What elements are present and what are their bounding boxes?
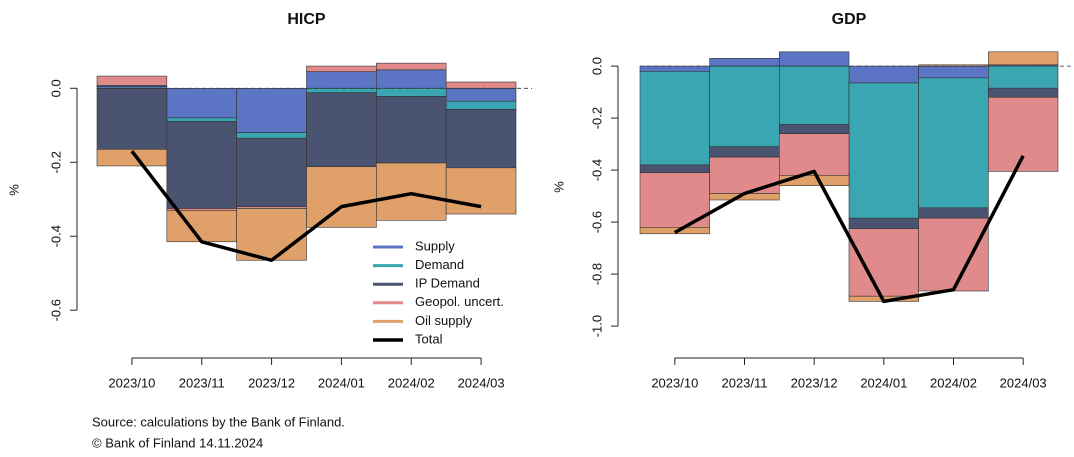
bar-segment xyxy=(306,166,377,228)
x-tick-label: 2023/10 xyxy=(108,375,155,390)
bar-segment xyxy=(988,65,1059,89)
bar-segment xyxy=(848,228,919,297)
bar-segment xyxy=(306,87,377,94)
bar-segment xyxy=(445,87,517,102)
bar-segment xyxy=(166,117,237,122)
x-tick-label: 2024/03 xyxy=(458,375,505,390)
bar-segment xyxy=(709,57,780,67)
x-tick-label: 2023/11 xyxy=(721,375,767,390)
y-tick-label: -1.0 xyxy=(589,315,604,337)
bar-segment xyxy=(306,65,377,72)
bar-segment xyxy=(779,51,850,67)
bar-segment xyxy=(918,217,989,292)
bar-segment xyxy=(166,121,237,209)
y-axis-label: % xyxy=(6,184,21,196)
y-tick-label: -0.4 xyxy=(48,225,63,247)
x-tick-label: 2024/02 xyxy=(388,375,435,390)
legend-label: Supply xyxy=(415,238,455,253)
bar-segment xyxy=(709,146,780,158)
y-axis-label: % xyxy=(551,181,566,193)
legend-label: Oil supply xyxy=(415,313,473,328)
bar-segment xyxy=(306,71,377,89)
x-tick-label: 2024/01 xyxy=(860,375,907,390)
source-note: Source: calculations by the Bank of Finl… xyxy=(92,414,345,429)
bar-segment xyxy=(709,156,780,194)
bar-segment xyxy=(376,69,447,89)
y-tick-label: 0.0 xyxy=(589,57,604,75)
x-tick-label: 2024/02 xyxy=(930,375,977,390)
bar-segment xyxy=(779,175,850,187)
x-tick-label: 2024/01 xyxy=(318,375,365,390)
y-tick-label: -0.2 xyxy=(589,107,604,129)
bar-segment xyxy=(639,164,710,173)
bar-segment xyxy=(96,149,168,167)
bar-segment xyxy=(918,65,989,79)
chart-title: HICP xyxy=(287,11,326,28)
y-tick-label: -0.6 xyxy=(48,299,63,321)
x-tick-label: 2023/10 xyxy=(651,375,698,390)
total-line xyxy=(130,150,482,263)
bar-segment xyxy=(376,87,447,97)
bar-segment xyxy=(236,87,307,133)
bar-segment xyxy=(988,97,1059,172)
bar-segment xyxy=(376,62,447,71)
bar-segment xyxy=(639,71,710,166)
bar-segment xyxy=(918,207,989,219)
bar-segment xyxy=(96,75,168,86)
bar-segment xyxy=(779,133,850,176)
bar-segment xyxy=(166,210,237,243)
x-tick-label: 2024/03 xyxy=(1000,375,1047,390)
bar-segment xyxy=(988,87,1059,98)
legend-label: Demand xyxy=(415,257,464,272)
x-tick-label: 2023/11 xyxy=(179,375,225,390)
bar-segment xyxy=(918,77,989,209)
bar-segment xyxy=(779,65,850,125)
y-tick-label: -0.8 xyxy=(589,263,604,285)
x-tick-label: 2023/12 xyxy=(791,375,838,390)
bar-segment xyxy=(236,132,307,139)
bar-segment xyxy=(988,51,1059,66)
bar-segment xyxy=(779,124,850,134)
y-tick-label: -0.4 xyxy=(589,159,604,181)
bar-segment xyxy=(445,81,517,89)
bar-segment xyxy=(96,87,168,150)
bar-segment xyxy=(918,64,989,67)
chart-title: GDP xyxy=(832,11,867,28)
y-tick-label: -0.2 xyxy=(48,151,63,173)
legend-label: IP Demand xyxy=(415,276,480,291)
bar-segment xyxy=(445,109,517,169)
copyright-note: © Bank of Finland 14.11.2024 xyxy=(92,435,263,450)
legend-label: Total xyxy=(415,331,443,346)
bar-segment xyxy=(445,167,517,215)
bar-segment xyxy=(848,65,919,84)
bar-segment xyxy=(306,92,377,167)
bar-segment xyxy=(445,100,517,110)
bar-segment xyxy=(376,162,447,221)
bar-segment xyxy=(709,65,780,147)
bar-segment xyxy=(376,96,447,164)
bar-segment xyxy=(236,208,307,261)
legend-label: Geopol. uncert. xyxy=(415,294,504,309)
y-tick-label: 0.0 xyxy=(48,79,63,97)
y-tick-label: -0.6 xyxy=(589,211,604,233)
bar-segment xyxy=(848,82,919,219)
bar-segment xyxy=(848,217,919,229)
x-tick-label: 2023/12 xyxy=(248,375,295,390)
bar-segment xyxy=(639,65,710,72)
bar-segment xyxy=(166,87,237,119)
bar-segment xyxy=(236,137,307,207)
total-line xyxy=(673,154,1025,304)
